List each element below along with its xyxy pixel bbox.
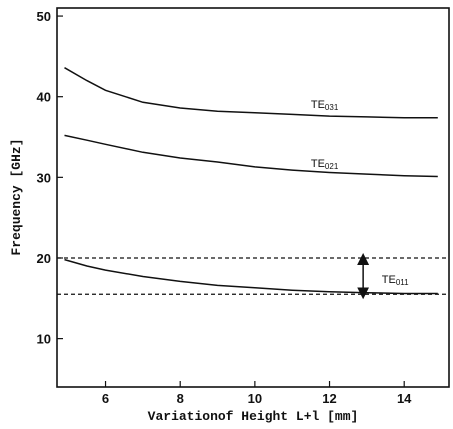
y-tick-label: 10 [37,332,51,347]
y-tick-label: 20 [37,251,51,266]
series-label-main: TE [311,99,325,111]
y-tick-label: 50 [37,9,51,24]
series-label-te031: TE031 [311,99,339,112]
series-label-sub: 021 [325,162,339,171]
series-line-te031 [64,67,438,119]
y-tick-label: 40 [37,90,51,105]
axis-ticks: 6 8 10 12 14 10 20 30 40 50 [37,9,413,406]
series-label-main: TE [311,158,325,170]
series-label-main: TE [382,274,396,286]
series-label-te021: TE021 [311,158,339,171]
x-axis-title: Variationof Height L+l [mm] [148,409,359,424]
y-axis-title: Frequency [GHz] [9,138,24,255]
x-tick-label: 14 [397,391,412,406]
x-tick-label: 12 [322,391,336,406]
plot-frame [56,7,450,388]
reference-lines [57,252,449,300]
series-label-sub: 011 [396,278,409,287]
x-tick-label: 6 [102,391,109,406]
series-line-te021 [64,134,438,178]
series-label-sub: 031 [325,103,339,112]
series-label-te011: TE011 [382,274,409,287]
y-tick-label: 30 [37,170,51,185]
series-line-te011 [64,258,438,295]
x-tick-label: 8 [177,391,184,406]
series-group [64,67,438,295]
x-tick-label: 10 [248,391,262,406]
